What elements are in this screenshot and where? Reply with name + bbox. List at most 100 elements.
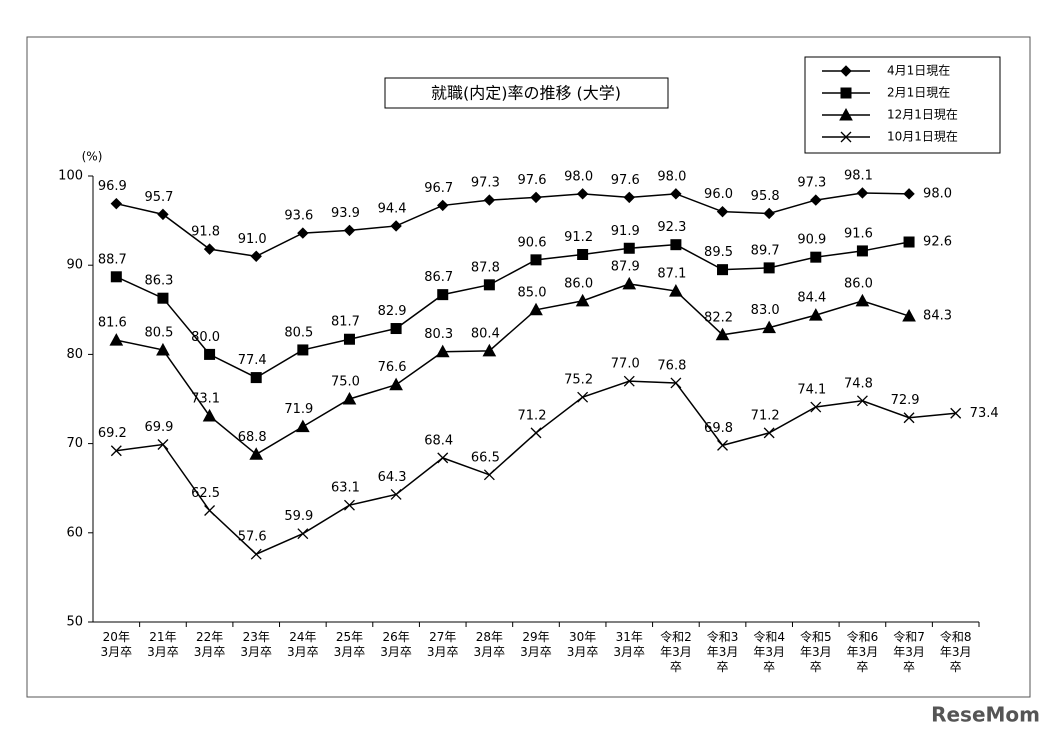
value-label: 87.9	[611, 259, 640, 274]
marker	[856, 187, 869, 199]
value-label: 57.6	[238, 530, 267, 545]
value-label: 69.9	[144, 420, 173, 435]
legend-label: 10月1日現在	[887, 130, 958, 144]
marker	[157, 292, 169, 304]
marker	[856, 245, 868, 257]
value-label: 98.1	[844, 168, 873, 183]
marker	[250, 548, 262, 560]
value-label: 80.4	[471, 326, 500, 341]
value-label: 97.6	[518, 173, 547, 188]
value-label: 89.5	[704, 245, 733, 260]
marker	[437, 452, 449, 464]
marker	[435, 344, 450, 358]
value-label: 76.8	[657, 358, 686, 373]
marker	[903, 188, 915, 200]
marker	[717, 439, 728, 451]
value-label: 62.5	[191, 486, 220, 501]
marker	[839, 107, 853, 121]
value-label: 83.0	[751, 303, 780, 318]
value-label: 87.8	[471, 260, 500, 275]
marker	[903, 236, 915, 248]
marker	[110, 445, 122, 457]
marker	[575, 293, 590, 307]
marker	[482, 343, 497, 357]
value-label: 75.2	[564, 373, 593, 388]
marker	[343, 333, 355, 345]
value-label: 97.3	[471, 176, 500, 191]
watermark: ReseMom	[931, 703, 1040, 727]
value-label: 91.8	[191, 225, 220, 240]
value-label: 86.0	[844, 276, 873, 291]
marker	[344, 499, 355, 511]
series-line	[116, 241, 910, 379]
marker	[950, 407, 962, 419]
x-tick-label: 29年3月卒	[520, 630, 552, 659]
marker	[529, 302, 543, 316]
x-tick-label: 28年3月卒	[473, 630, 506, 659]
marker	[855, 293, 870, 307]
marker	[109, 333, 124, 346]
marker	[716, 205, 729, 218]
marker	[390, 323, 402, 335]
value-label: 64.3	[378, 470, 407, 485]
marker	[576, 188, 589, 200]
value-label: 97.3	[797, 176, 826, 191]
y-unit: (%)	[82, 150, 103, 164]
marker	[622, 276, 637, 290]
x-tick-label: 令和2年3月卒	[660, 630, 692, 674]
marker	[717, 264, 729, 276]
marker	[530, 254, 542, 266]
value-label: 80.3	[424, 327, 453, 342]
series-line	[116, 283, 910, 456]
marker	[203, 243, 216, 255]
marker	[670, 188, 682, 200]
value-label: 69.8	[704, 421, 733, 436]
marker	[204, 348, 216, 360]
x-tick-label: 令和4年3月卒	[753, 630, 785, 674]
marker	[249, 447, 264, 460]
marker	[483, 469, 495, 481]
y-tick-label: 90	[66, 258, 83, 273]
x-tick-label: 27年3月卒	[426, 630, 459, 659]
value-label: 81.6	[98, 316, 127, 331]
x-tick-label: 21年3月卒	[147, 630, 179, 659]
y-tick-label: 80	[66, 347, 83, 362]
marker	[577, 248, 589, 260]
marker	[389, 377, 403, 391]
marker	[202, 408, 217, 422]
value-label: 87.1	[657, 267, 686, 282]
x-tick-label: 令和6年3月卒	[846, 630, 879, 674]
x-tick-label: 23年3月卒	[240, 630, 273, 659]
marker	[204, 505, 216, 516]
value-label: 88.7	[98, 252, 127, 267]
marker	[669, 284, 683, 297]
value-label: 92.3	[657, 220, 686, 235]
value-label: 93.6	[284, 209, 313, 224]
value-label: 90.9	[797, 233, 826, 248]
marker	[343, 224, 356, 237]
marker	[157, 208, 169, 221]
marker	[250, 250, 262, 262]
value-label: 74.1	[797, 383, 826, 398]
value-label: 80.5	[284, 325, 313, 340]
x-tick-label: 20年3月卒	[100, 630, 133, 659]
marker	[390, 488, 402, 500]
marker	[623, 375, 635, 387]
value-label: 82.2	[704, 310, 733, 325]
value-label: 94.4	[378, 201, 407, 216]
x-tick-label: 24年3月卒	[287, 630, 319, 659]
marker	[110, 271, 122, 283]
marker	[297, 227, 309, 239]
value-label: 98.0	[564, 169, 593, 184]
x-tick-label: 25年3月卒	[333, 630, 366, 659]
marker	[810, 251, 822, 263]
marker	[156, 342, 170, 356]
value-label: 73.1	[191, 391, 220, 406]
value-label: 86.0	[564, 276, 593, 291]
value-label: 74.8	[844, 376, 873, 391]
marker	[250, 372, 262, 384]
legend-label: 2月1日現在	[887, 86, 950, 100]
marker	[295, 419, 310, 433]
value-label: 76.6	[378, 360, 407, 375]
